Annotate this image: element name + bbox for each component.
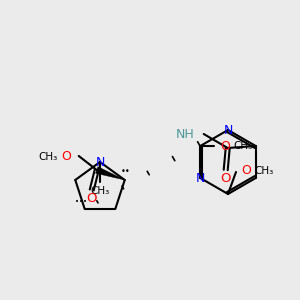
Text: O: O (61, 151, 71, 164)
Text: CH₃: CH₃ (90, 186, 110, 196)
Text: CH₃: CH₃ (233, 141, 253, 151)
Text: N: N (223, 124, 233, 136)
Text: •••: ••• (75, 199, 87, 205)
Text: N: N (196, 172, 205, 184)
Text: NH: NH (176, 128, 195, 142)
Text: O: O (86, 193, 97, 206)
Polygon shape (96, 167, 125, 180)
Text: O: O (220, 140, 230, 152)
Polygon shape (200, 130, 256, 194)
Text: O: O (241, 164, 251, 178)
Text: O: O (220, 172, 231, 185)
Polygon shape (75, 162, 125, 209)
Text: CH₃: CH₃ (38, 152, 58, 162)
Text: ••: •• (121, 167, 130, 176)
Text: CH₃: CH₃ (254, 166, 273, 176)
Text: N: N (95, 155, 105, 169)
